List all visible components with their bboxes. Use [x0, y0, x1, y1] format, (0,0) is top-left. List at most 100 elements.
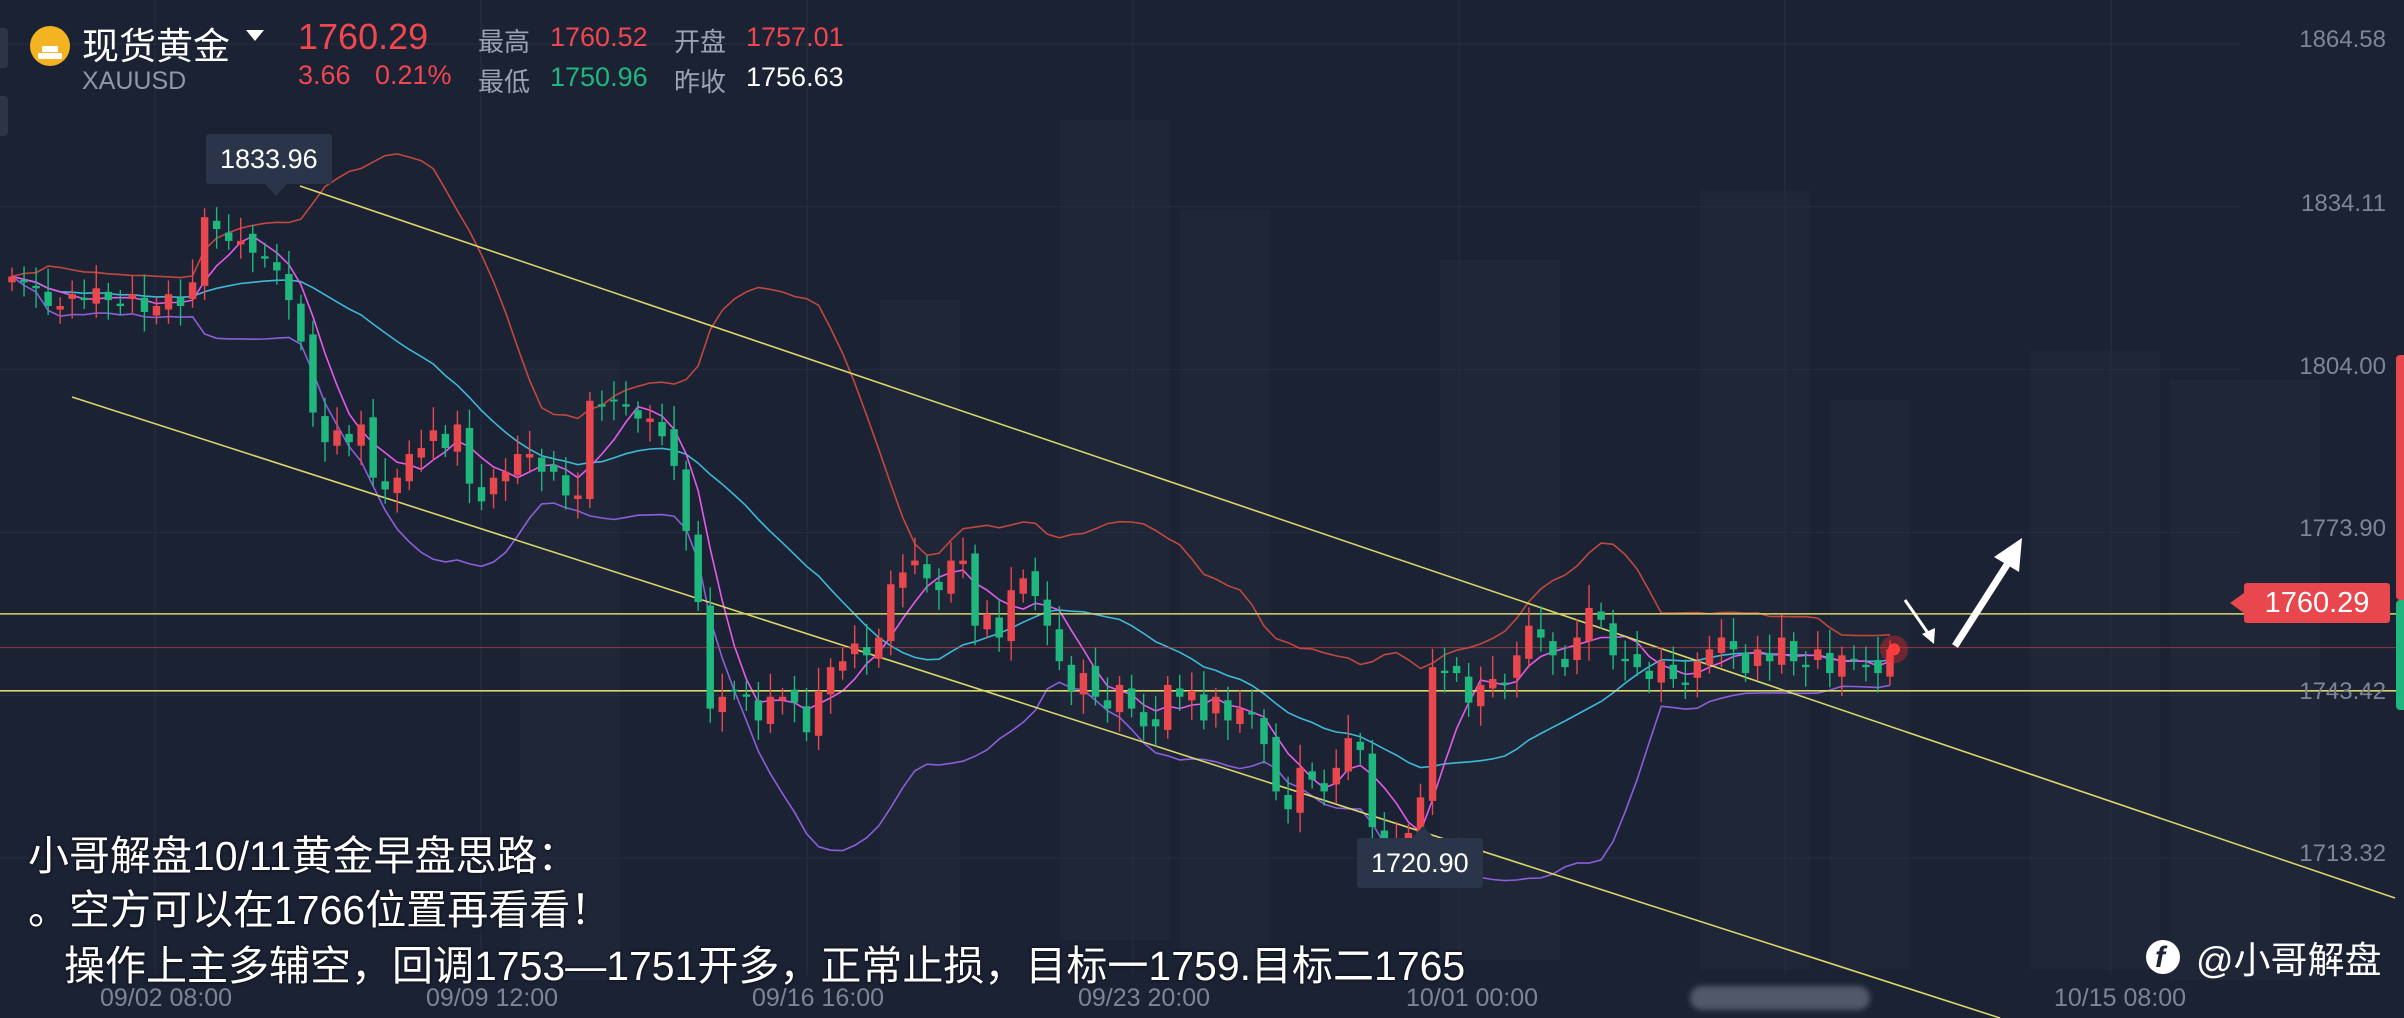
chevron-down-icon[interactable]: [246, 30, 264, 41]
candle-body: [1862, 664, 1870, 668]
y-tick-label: 1773.90: [2299, 515, 2386, 542]
candle-body: [826, 667, 835, 695]
instrument-title[interactable]: 现货黄金: [82, 26, 230, 67]
side-handle-red[interactable]: [2396, 355, 2404, 600]
y-tick-label: 1864.58: [2299, 26, 2386, 53]
candle-body: [1272, 737, 1280, 792]
candle-body: [1224, 700, 1232, 721]
background-building: [1700, 190, 1810, 970]
left-toolbar-tab[interactable]: [0, 96, 8, 136]
candle-body: [1705, 649, 1714, 665]
background-building: [1060, 120, 1170, 940]
candle-body: [152, 306, 161, 316]
candle-body: [1513, 655, 1521, 678]
candle-body: [441, 433, 450, 449]
channel-lower-line: [71, 396, 2001, 1018]
candle-body: [224, 232, 233, 241]
background-building: [1180, 210, 1270, 970]
candle-body: [875, 637, 883, 659]
candle-body: [1344, 738, 1353, 772]
high-label: 最高: [478, 27, 531, 57]
candle-body: [1789, 641, 1798, 662]
candle-body: [742, 694, 751, 697]
candle-body: [1055, 629, 1064, 662]
candle-body: [369, 417, 377, 478]
candle-body: [1031, 571, 1040, 597]
candle-body: [983, 613, 991, 630]
candle-body: [1440, 670, 1449, 674]
analysis-note-line: 操作上主多辅空，回调1753—1751开多，正常止损，目标一1759.目标二17…: [64, 943, 1466, 989]
candle-body: [1296, 767, 1304, 813]
candle-body: [1007, 590, 1015, 642]
candle-body: [1091, 665, 1100, 697]
candle-body: [1765, 652, 1774, 662]
candle-body: [1416, 797, 1425, 837]
candle-body: [1236, 708, 1244, 724]
candle-body: [465, 427, 474, 484]
candle-body: [1332, 767, 1340, 785]
low-marker-label: 1720.90: [1357, 838, 1483, 888]
price-change-percent: 0.21%: [375, 60, 452, 90]
candle-body: [1139, 712, 1148, 727]
candle-body: [694, 534, 702, 603]
candle-body: [790, 689, 799, 703]
left-toolbar-tab[interactable]: [0, 28, 8, 68]
candle-body: [1248, 712, 1256, 715]
gold-bar-icon: [42, 46, 58, 52]
candle-body: [321, 416, 329, 443]
forecast-arrow-up: [1952, 558, 2013, 648]
candle-body: [1561, 658, 1569, 668]
candle-body: [862, 647, 871, 656]
candle-body: [381, 481, 389, 490]
candle-body: [1693, 661, 1702, 678]
candle-body: [20, 279, 28, 283]
candle-body: [1320, 783, 1328, 792]
candle-body: [501, 471, 510, 482]
candle-body: [453, 424, 462, 452]
candle-body: [610, 399, 618, 402]
candle-body: [911, 560, 919, 566]
background-building: [2170, 380, 2320, 980]
candle-body: [959, 560, 967, 565]
y-tick-label: 1743.42: [2299, 678, 2386, 705]
candle-body: [1464, 676, 1473, 703]
forecast-arrow-up-head: [1994, 538, 2022, 572]
candle-body: [1175, 688, 1184, 697]
candle-body: [935, 581, 943, 591]
candle-body: [1501, 682, 1509, 685]
candle-body: [670, 429, 678, 466]
candle-body: [622, 404, 630, 407]
candle-body: [345, 433, 353, 443]
candle-body: [1753, 649, 1762, 666]
candle-body: [1476, 684, 1485, 707]
candle-body: [513, 454, 522, 476]
candle-body: [634, 410, 642, 419]
side-handle-green[interactable]: [2396, 600, 2404, 710]
candle-body: [297, 303, 305, 342]
author-logo-glyph: f: [2155, 941, 2165, 974]
candle-body: [249, 233, 257, 253]
candle-body: [1525, 625, 1533, 659]
high-value: 1760.52: [550, 22, 648, 52]
candle-body: [104, 291, 113, 301]
candle-body: [1356, 741, 1365, 751]
candle-body: [477, 487, 486, 502]
candle-body: [574, 495, 582, 500]
candle-body: [730, 689, 739, 692]
background-building: [2030, 350, 2160, 970]
x-tick-label: 09/02 08:00: [100, 984, 233, 1012]
candle-body: [947, 560, 955, 594]
candle-body: [309, 334, 317, 413]
prev-close-label: 昨收: [674, 67, 727, 97]
candle-body: [261, 256, 269, 259]
candle-body: [333, 430, 341, 446]
x-tick-label: 09/16 16:00: [752, 984, 885, 1012]
low-marker-pointer: [1412, 826, 1434, 838]
candle-body: [164, 294, 173, 310]
candle-body: [429, 430, 438, 441]
candle-body: [549, 464, 558, 472]
candle-body: [1585, 607, 1593, 642]
candle-body: [8, 276, 16, 283]
candle-body: [1151, 719, 1160, 727]
candle-body: [1127, 688, 1136, 709]
